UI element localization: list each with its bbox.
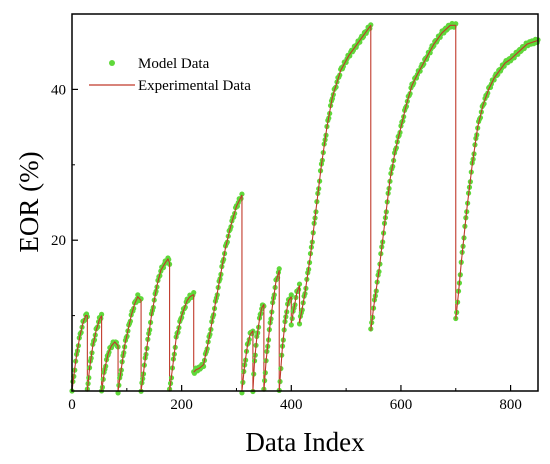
experimental-data-line	[278, 296, 292, 392]
legend-label-model: Model Data	[138, 56, 210, 72]
legend: Model Data Experimental Data	[89, 56, 251, 94]
experimental-data-line	[263, 270, 280, 392]
experimental-data-line	[117, 295, 142, 392]
experimental-data-line	[169, 294, 194, 392]
tick-labels: 0 200 400 600 800 20 40	[51, 82, 522, 413]
experimental-data-line	[290, 285, 301, 324]
experimental-data-line	[86, 315, 103, 392]
axis-ticks	[71, 88, 512, 391]
y-tick-label: 40	[51, 82, 66, 98]
model-data-point	[276, 266, 282, 272]
model-data-point	[288, 292, 294, 298]
experimental-data-line	[193, 194, 243, 373]
model-data-point	[191, 290, 197, 296]
x-tick-label: 800	[499, 397, 522, 413]
plot-frame	[71, 13, 539, 392]
model-data-point	[138, 296, 144, 302]
model-data-point	[296, 321, 303, 327]
model-data-point	[296, 281, 303, 287]
experimental-data-line	[140, 257, 171, 392]
legend-label-experimental: Experimental Data	[138, 78, 251, 94]
experimental-data-line	[370, 24, 456, 331]
model-data-point	[99, 311, 105, 317]
y-axis-label: EOR (%)	[14, 151, 44, 252]
x-tick-label: 400	[280, 397, 303, 413]
x-tick-label: 200	[170, 397, 193, 413]
model-data-point	[368, 22, 374, 28]
model-data-point	[288, 322, 294, 328]
experimental-data-line	[298, 24, 372, 324]
experimental-data-line	[252, 304, 265, 392]
x-tick-label: 600	[390, 397, 413, 413]
experimental-data-line	[71, 315, 88, 392]
x-tick-label: 0	[68, 397, 76, 413]
experimental-data-line	[455, 39, 539, 320]
legend-marker-model	[109, 60, 115, 66]
experimental-data-line	[101, 341, 119, 392]
plot-content	[69, 20, 541, 396]
x-axis-label: Data Index	[245, 427, 365, 457]
y-tick-label: 20	[51, 233, 66, 249]
model-data-point	[239, 191, 245, 197]
model-data-point	[166, 256, 172, 263]
experimental-data-line	[241, 330, 254, 392]
